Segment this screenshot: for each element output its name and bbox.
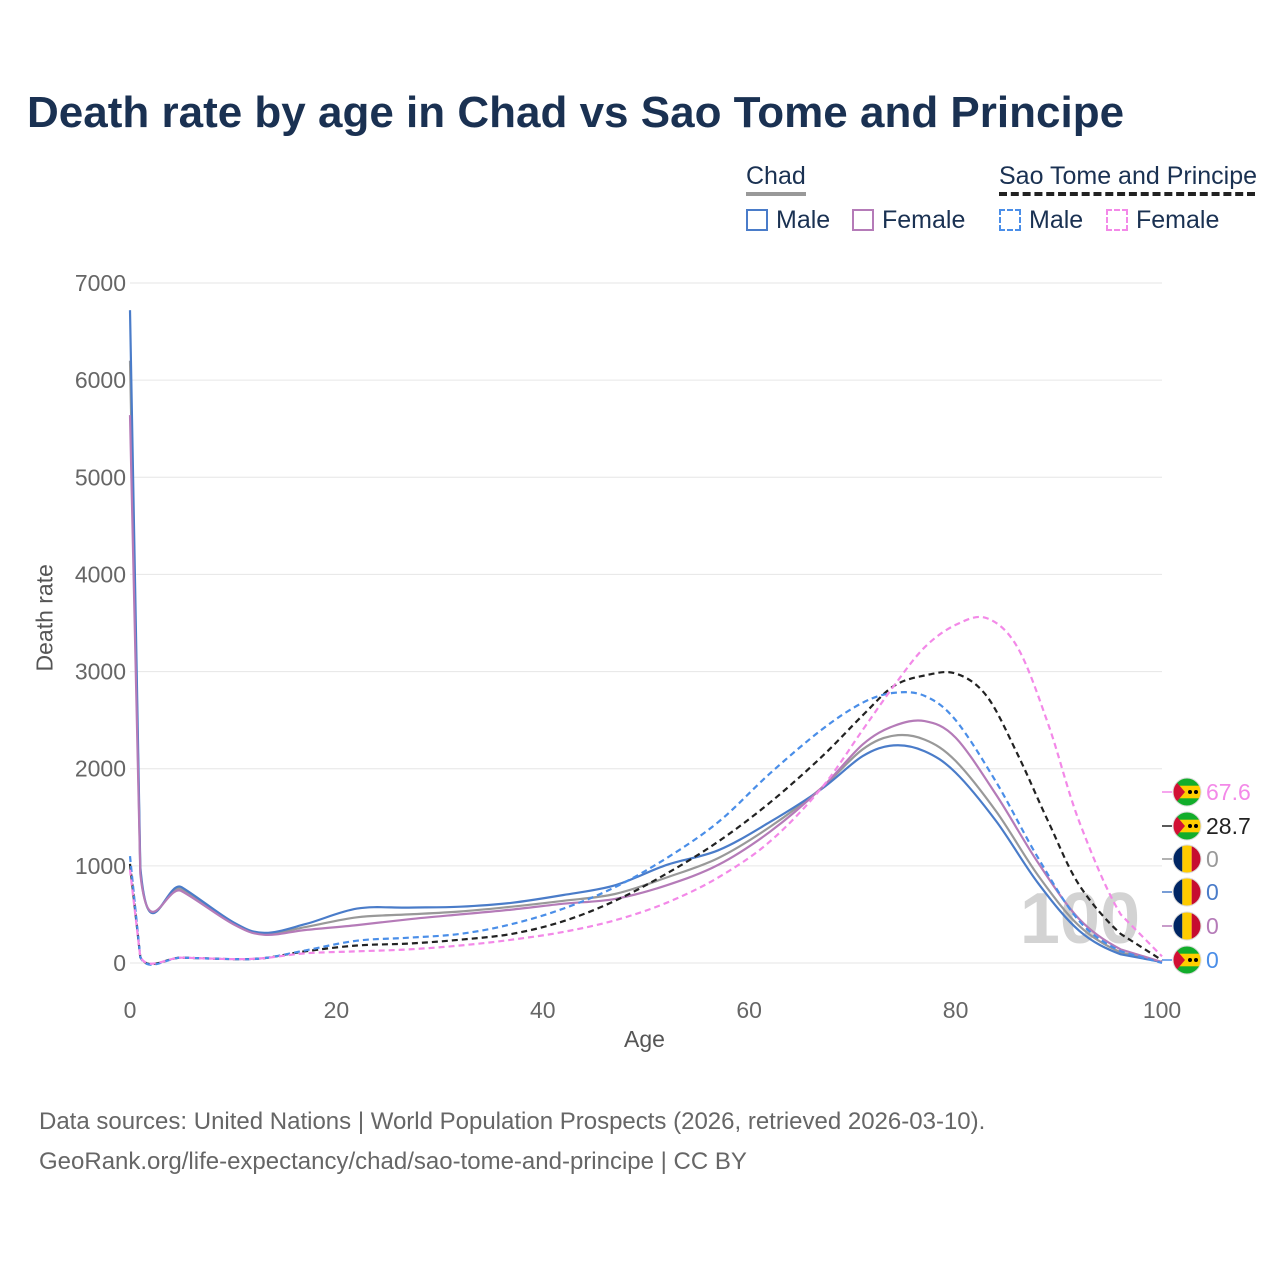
end-value-label: 0 [1206,913,1219,939]
legend-item-sao-tome-male[interactable]: Male [999,206,1083,234]
flag-chad-icon [1173,878,1201,906]
y-tick-0: 0 [113,950,126,976]
flag-chad-icon [1173,912,1201,940]
y-tick-6000: 6000 [75,367,126,393]
flag-chad-icon [1173,845,1201,873]
end-value-label: 28.7 [1206,813,1251,839]
x-tick-labels: 0 20 40 60 80 100 [124,997,1182,1023]
end-value-label: 0 [1206,947,1219,973]
grid [130,282,1162,964]
y-tick-3000: 3000 [75,659,126,685]
legend-swatch-chad-male [746,209,768,231]
end-label-sao-tome-and-principe-total-: 28.7 [1162,811,1251,841]
end-label-sao-tome-and-principe-female: 67.6 [1162,777,1251,807]
source-line-2[interactable]: GeoRank.org/life-expectancy/chad/sao-tom… [39,1148,747,1175]
series-line-sao-tome-and-principe-male[interactable] [128,691,1163,966]
series-line-chad-male[interactable] [128,310,1163,964]
x-tick-80: 80 [943,997,969,1023]
legend-item-chad-male[interactable]: Male [746,206,830,234]
end-label-chad-male: 0 [1162,877,1219,907]
legend-group-chad: Chad [746,162,806,190]
legend-swatch-sao-tome-female [1106,209,1128,231]
flag-sao-tome-icon [1173,812,1201,840]
legend-label-sao-tome-female: Female [1136,205,1220,234]
legend-label-chad-female: Female [882,205,966,234]
y-tick-labels: 0 1000 2000 3000 4000 5000 6000 7000 [75,270,126,976]
x-axis-title: Age [624,1026,665,1052]
y-tick-2000: 2000 [75,756,126,782]
series-line-sao-tome-and-principe-total-[interactable] [128,670,1163,966]
y-tick-5000: 5000 [75,464,126,490]
legend-group-chad-line [746,192,806,196]
flag-sao-tome-icon [1173,946,1201,974]
flag-sao-tome-icon [1173,778,1201,806]
end-labels: 67.6 28.7 0 0 0 0 [1162,777,1251,975]
y-axis-title: Death rate [31,564,58,672]
legend-label-sao-tome-male: Male [1029,205,1084,234]
legend-swatch-sao-tome-male [999,209,1021,231]
x-tick-0: 0 [124,997,137,1023]
end-label-chad-total-: 0 [1162,844,1219,874]
source-line-1: Data sources: United Nations | World Pop… [39,1108,986,1135]
y-tick-4000: 4000 [75,561,126,587]
x-tick-40: 40 [530,997,556,1023]
series-line-chad-female[interactable] [128,415,1163,964]
series-lines [128,310,1163,966]
x-tick-100: 100 [1143,997,1181,1023]
x-tick-60: 60 [736,997,762,1023]
legend-item-chad-female[interactable]: Female [852,206,965,234]
x-tick-20: 20 [324,997,350,1023]
y-tick-1000: 1000 [75,853,126,879]
legend-swatch-chad-female [852,209,874,231]
legend-group-sao-tome: Sao Tome and Principe [999,162,1258,190]
end-value-label: 67.6 [1206,779,1251,805]
end-value-label: 0 [1206,846,1219,872]
end-label-sao-tome-and-principe-male: 0 [1162,945,1219,975]
legend-item-sao-tome-female[interactable]: Female [1106,206,1219,234]
series-line-sao-tome-and-principe-female[interactable] [128,615,1163,965]
end-value-label: 0 [1206,879,1219,905]
end-label-chad-female: 0 [1162,911,1219,941]
legend-label-chad-male: Male [776,205,831,234]
chart-title: Death rate by age in Chad vs Sao Tome an… [27,88,1125,137]
series-line-chad-total-[interactable] [128,360,1163,964]
legend-group-sao-tome-line [999,192,1255,196]
y-tick-7000: 7000 [75,270,126,296]
